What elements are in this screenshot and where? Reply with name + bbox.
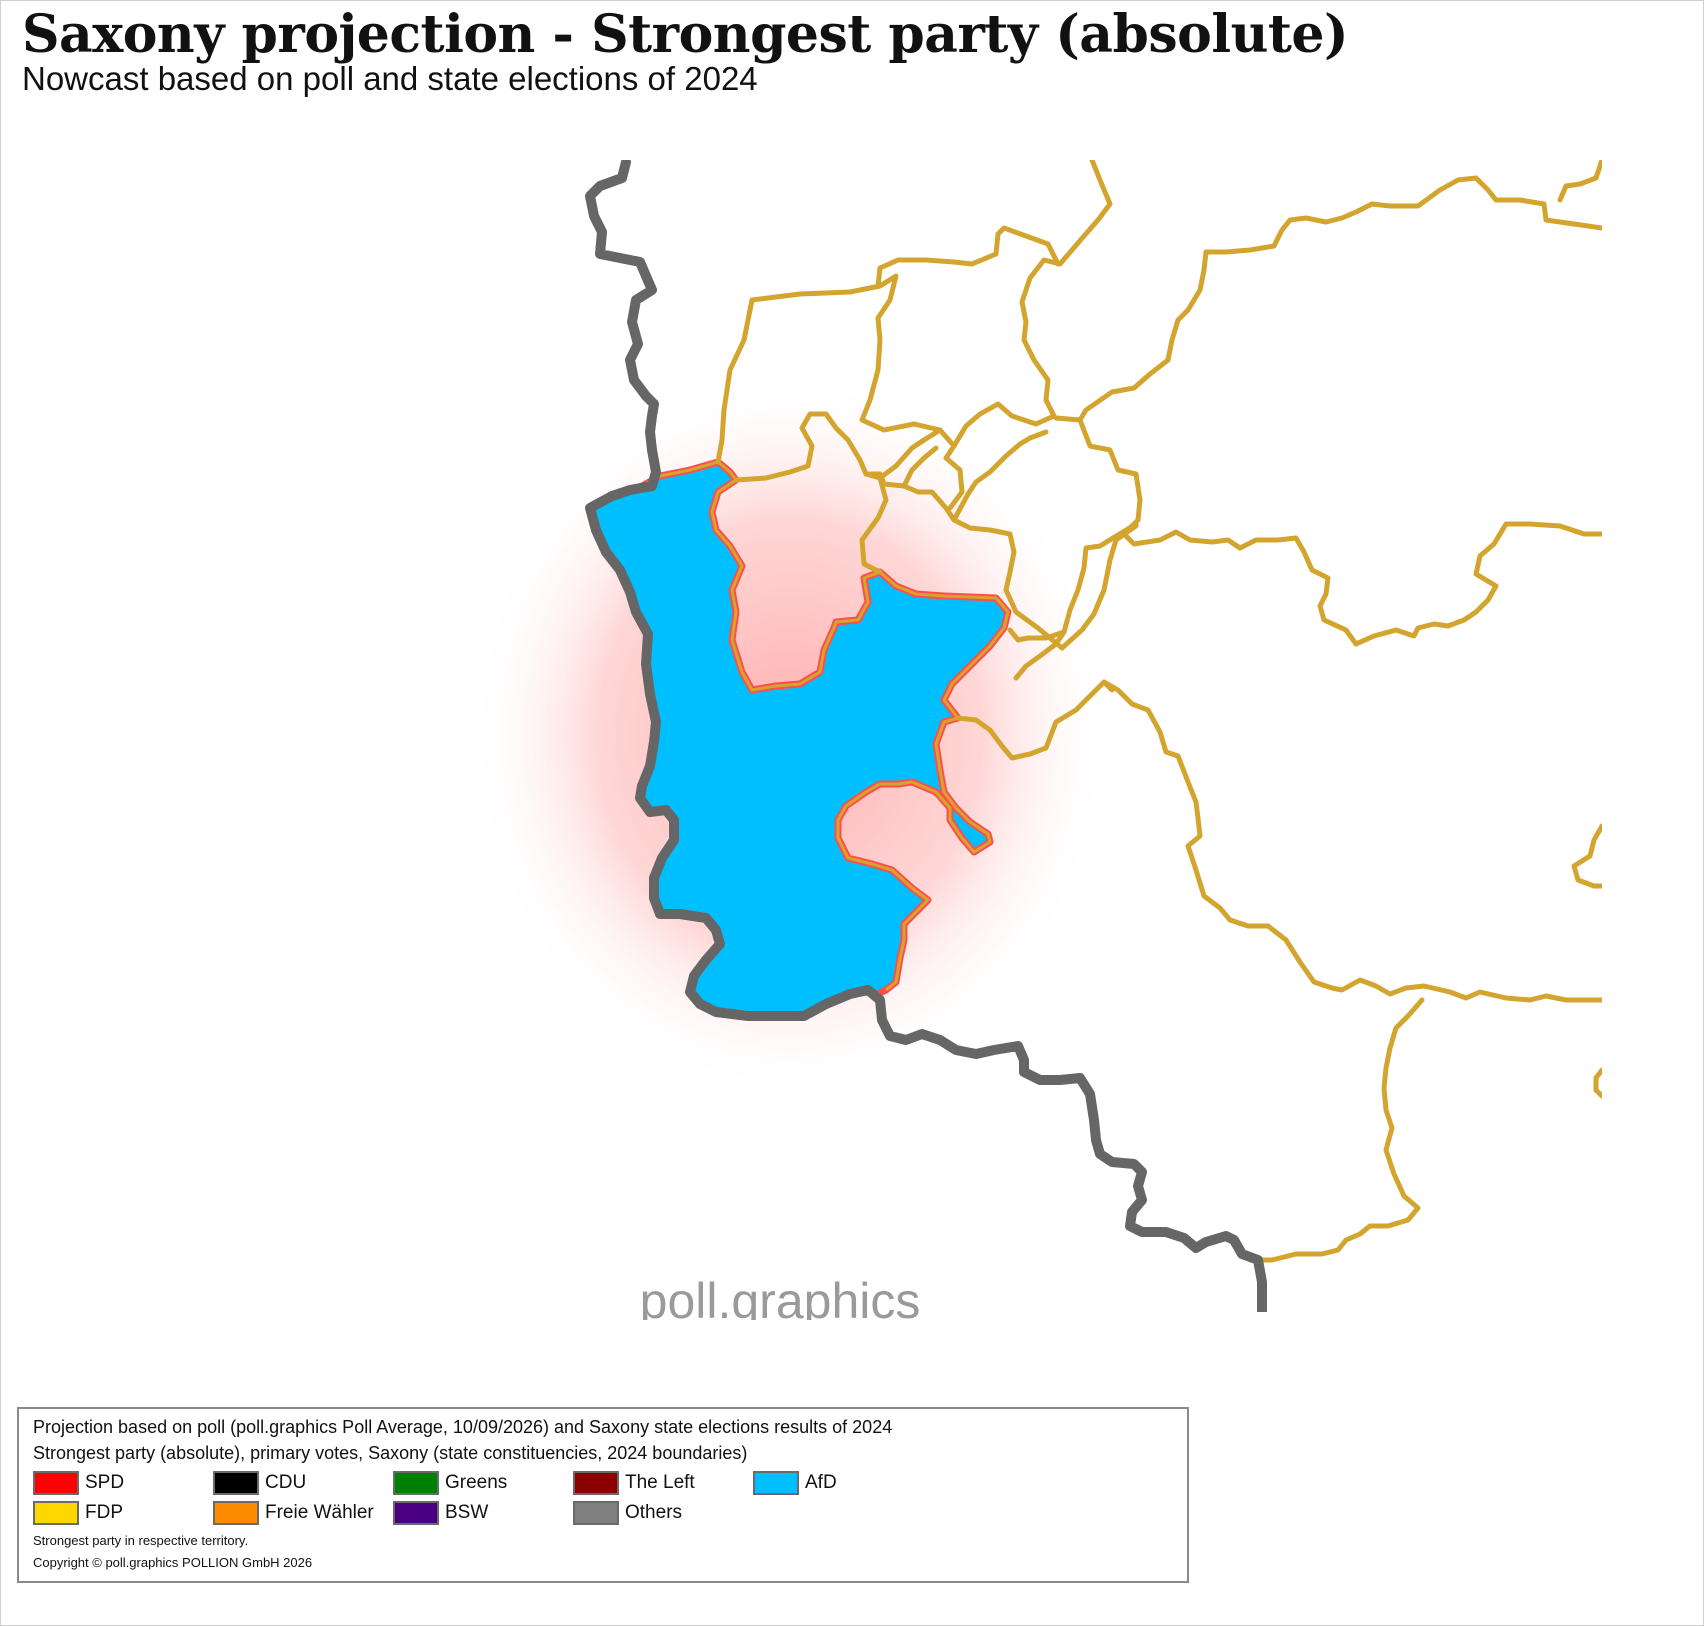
legend-description-line: Strongest party (absolute), primary vote…: [33, 1443, 748, 1463]
legend-swatch-freie-waehler: [213, 1501, 259, 1525]
legend-note: Strongest party in respective territory.: [33, 1533, 249, 1548]
legend-swatch-spd: [33, 1471, 79, 1495]
legend-swatch-the-left: [573, 1471, 619, 1495]
state-border: [585, 160, 1267, 1312]
legend: Projection based on poll (poll.graphics …: [17, 1407, 1189, 1583]
legend-swatch-greens: [393, 1471, 439, 1495]
legend-swatch-afd: [753, 1471, 799, 1495]
constituency-boundaries: [715, 160, 1602, 1263]
legend-swatch-bsw: [393, 1501, 439, 1525]
legend-swatch-others: [573, 1501, 619, 1525]
legend-copyright: Copyright © poll.graphics POLLION GmbH 2…: [33, 1555, 313, 1570]
legend-swatch-cdu: [213, 1471, 259, 1495]
page-title: Saxony projection - Strongest party (abs…: [22, 4, 1349, 65]
legend-swatch-fdp: [33, 1501, 79, 1525]
watermark: poll.graphics: [640, 1273, 921, 1320]
page-subtitle: Nowcast based on poll and state election…: [22, 60, 758, 97]
constituency-map: poll.graphics: [470, 160, 1602, 1320]
legend-source-line: Projection based on poll (poll.graphics …: [33, 1417, 893, 1437]
